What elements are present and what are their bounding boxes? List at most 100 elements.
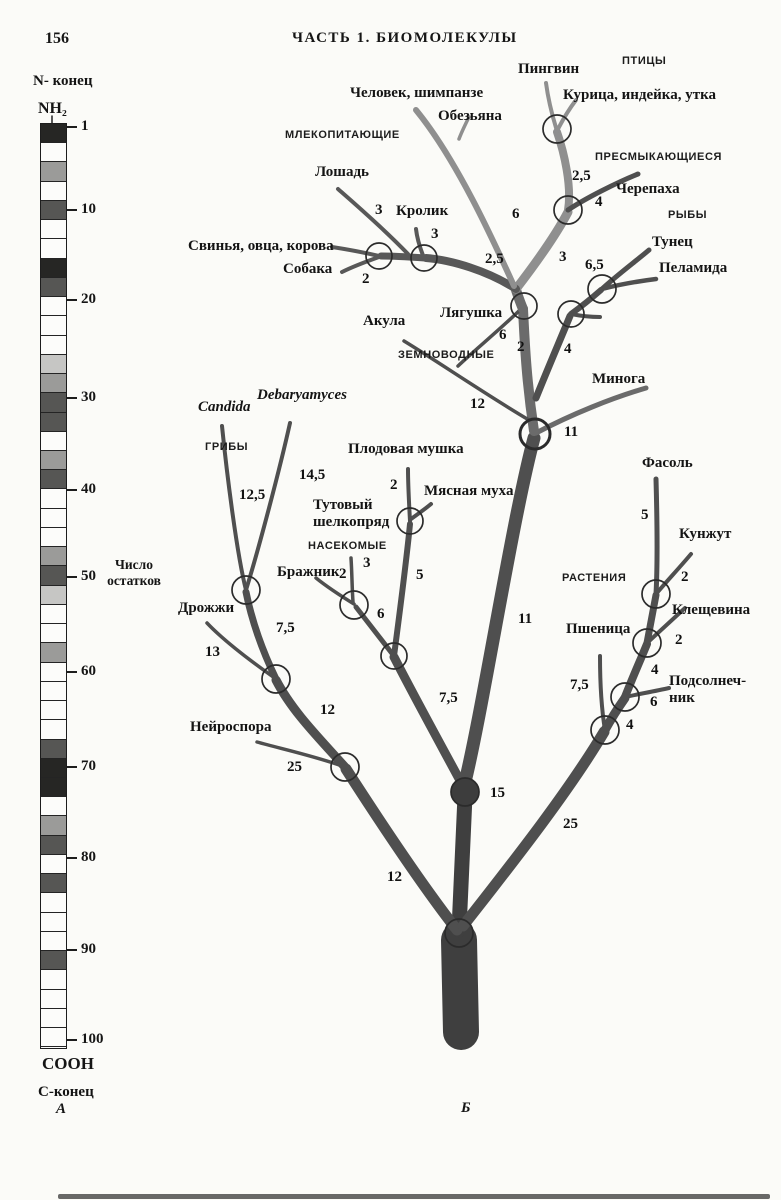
branch-tuna (599, 247, 652, 292)
residue-segment (41, 739, 66, 759)
branch-length-number: 2,5 (572, 168, 591, 184)
residue-segment (41, 220, 66, 240)
branch-length-number: 2 (517, 339, 525, 355)
tick-mark (67, 126, 77, 128)
branch-length-number: 2 (362, 271, 370, 287)
residue-segment (41, 797, 66, 817)
taxon-group-label: ПТИЦЫ (622, 55, 667, 67)
branch-length-number: 3 (431, 226, 439, 242)
branch-length-number: 4 (626, 717, 634, 733)
branch-debaryomyces (244, 421, 292, 592)
residue-segment (41, 701, 66, 721)
branch-length-number: 25 (287, 759, 302, 775)
residue-segment (41, 758, 66, 778)
branch-length-number: 14,5 (299, 467, 326, 483)
branch-turtle (565, 171, 641, 213)
taxon-label: Клещевина (672, 602, 751, 618)
page-number: 156 (45, 30, 69, 47)
branch-central-stem (451, 788, 473, 938)
branch-length-number: 6 (499, 327, 507, 343)
residue-segment (41, 951, 66, 971)
branch-castor (645, 606, 687, 645)
branch-fly-stem (391, 521, 413, 659)
taxon-label: Кунжут (679, 526, 732, 542)
branch-length-number: 2 (675, 632, 683, 648)
page-edge-shadow (58, 1194, 770, 1199)
taxon-label: Нейроспора (190, 719, 272, 735)
taxon-label: Тутовый шелкопряд (313, 497, 390, 530)
branch-vertebrate-stem (457, 431, 541, 793)
panel-b-letter: Б (461, 1100, 471, 1116)
residue-segment (41, 393, 66, 413)
residue-segment (41, 239, 66, 259)
residue-segment (41, 835, 66, 855)
branch-length-number: 13 (205, 644, 220, 660)
branch-horse (336, 187, 410, 256)
branch-rabbit (414, 227, 426, 260)
branch-length-number: 7,5 (276, 620, 295, 636)
n-terminus-label: N- конец (33, 73, 93, 89)
taxon-label: Кролик (396, 203, 449, 219)
taxon-group-label: РАСТЕНИЯ (562, 572, 627, 584)
branch-length-number: 6 (512, 206, 520, 222)
branch-mammal-stem-2 (377, 252, 429, 262)
residue-segment (41, 316, 66, 336)
taxon-label: Подсолнеч- ник (669, 673, 747, 706)
residue-segment (41, 470, 66, 490)
tick-label: 90 (81, 941, 96, 957)
residue-segment (41, 354, 66, 375)
branch-length-number: 7,5 (570, 677, 589, 693)
node-sesame (641, 579, 671, 609)
residue-segment (41, 547, 66, 567)
residue-segment (41, 412, 66, 432)
branch-length-number: 3 (375, 202, 383, 218)
taxon-label: Тунец (652, 234, 693, 250)
branch-hawkmoth (314, 576, 356, 606)
branch-monkey (457, 115, 471, 141)
node-15 (450, 777, 480, 807)
tick-mark (67, 209, 77, 211)
c-terminus-label: С-конец (38, 1084, 94, 1100)
branch-length-number: 6,5 (585, 257, 604, 273)
branch-plant-stem-4 (643, 591, 660, 647)
tick-label: 60 (81, 663, 96, 679)
residue-segment (41, 585, 66, 605)
taxon-label: Пингвин (518, 61, 580, 77)
branch-length-number: 15 (490, 785, 505, 801)
node-neurospora (330, 752, 360, 782)
branch-length-number: 5 (416, 567, 424, 583)
residue-segment (41, 374, 66, 394)
branch-bonito (599, 276, 659, 292)
residue-count-label: Число остатков (107, 557, 161, 588)
branch-bird-stem (511, 207, 573, 294)
residue-segment (41, 124, 66, 144)
node-birds (542, 114, 572, 144)
taxon-label: Лошадь (315, 164, 369, 180)
node-frog (510, 292, 538, 320)
panel-a-letter: А (56, 1101, 67, 1117)
taxon-label: Debaryamyces (257, 387, 347, 403)
branch-fruit-fly (406, 467, 412, 523)
residue-segment (41, 143, 66, 163)
residue-segment (41, 489, 66, 509)
branch-length-number: 2 (339, 566, 347, 582)
residue-segment (41, 1028, 66, 1048)
branch-pig-sheep-cow (330, 245, 381, 258)
taxon-label: Курица, индейка, утка (563, 87, 717, 103)
taxon-label: Candida (198, 399, 251, 415)
node-trunk-fork (444, 918, 474, 948)
node-flies (396, 507, 424, 535)
taxon-group-label: НАСЕКОМЫЕ (308, 540, 387, 552)
taxon-label: Плодовая мушка (348, 441, 464, 457)
branch-length-number: 5 (641, 507, 649, 523)
branch-fungi-stem-upper (242, 588, 280, 683)
branch-bird-stem-2 (553, 128, 574, 214)
node-wheat (590, 715, 620, 745)
tick-label: 70 (81, 758, 96, 774)
tick-mark (67, 397, 77, 399)
taxon-label: Фасоль (642, 455, 693, 471)
branch-fungi-stem-mid (271, 675, 350, 772)
branch-sesame (654, 552, 693, 596)
branch-plant-stem-3 (621, 640, 651, 701)
